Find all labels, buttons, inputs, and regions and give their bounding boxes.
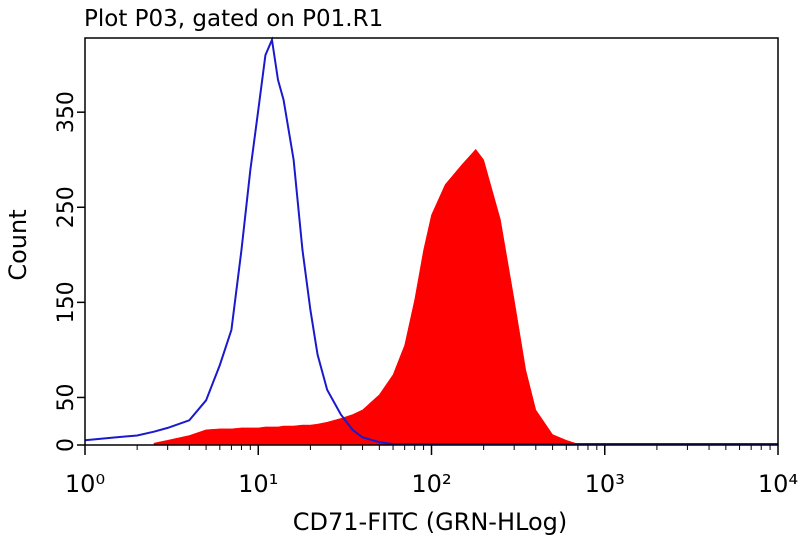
y-tick-label: 350: [54, 91, 79, 133]
y-axis-label: Count: [4, 209, 32, 280]
x-tick-label: 10³: [585, 470, 625, 498]
chart-title: Plot P03, gated on P01.R1: [84, 6, 383, 32]
histogram-area: [153, 148, 778, 446]
y-tick-label: 50: [54, 383, 79, 411]
histogram-line: [84, 36, 778, 446]
x-tick-label: 10⁴: [758, 470, 798, 498]
x-axis-label: CD71-FITC (GRN-HLog): [293, 508, 568, 536]
y-tick-label: 0: [54, 438, 79, 452]
y-tick-label: 150: [54, 281, 79, 323]
x-tick-label: 10¹: [238, 470, 278, 498]
y-tick-label: 250: [54, 186, 79, 228]
x-tick-label: 10²: [411, 470, 451, 498]
x-tick-label: 10⁰: [65, 470, 105, 498]
